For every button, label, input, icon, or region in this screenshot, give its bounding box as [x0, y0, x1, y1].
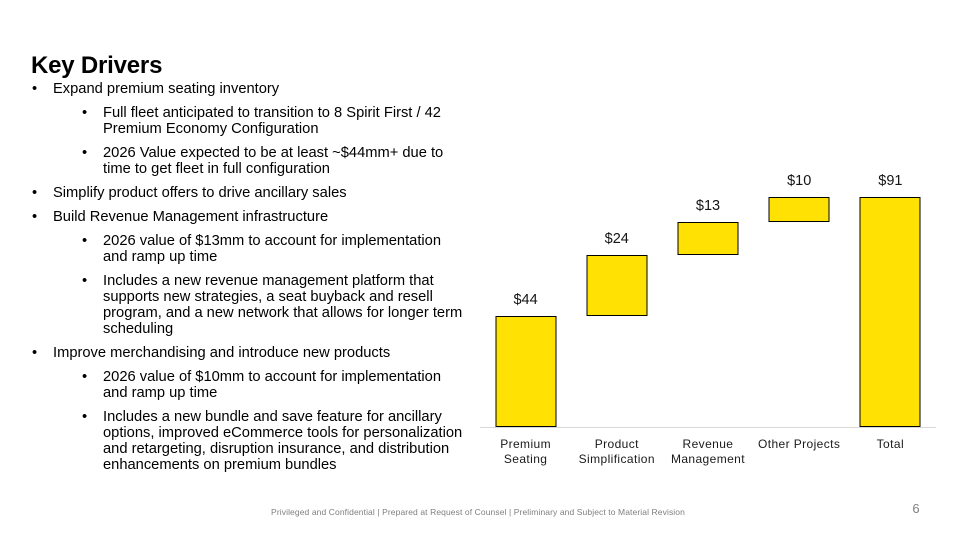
bullet-text: Full fleet anticipated to transition to … [103, 105, 441, 137]
bullet-marker: • [82, 273, 88, 289]
bullet-item: • 2026 Value expected to be at least ~$44… [82, 145, 468, 177]
chart-category-label: Other Projects [758, 437, 841, 451]
chart-baseline-axis [480, 427, 936, 428]
bullet-text: Simplify product offers to drive ancilla… [53, 185, 347, 201]
bullet-marker: • [32, 185, 38, 201]
bullet-item: • 2026 value of $10mm to account for impl… [82, 369, 468, 401]
bullet-text: 2026 value of $10mm to account for imple… [103, 369, 442, 401]
bullet-item: • Build Revenue Management infrastructure [32, 209, 468, 225]
chart-category-label: Revenue Management [670, 437, 745, 466]
bullet-text: 2026 value of $13mm to account for imple… [103, 233, 442, 265]
chart-bar-value-label: $10 [787, 173, 812, 190]
bullet-marker: • [82, 105, 88, 121]
bullet-marker: • [32, 345, 38, 361]
bullet-marker: • [82, 233, 88, 249]
chart-column-premium-seating: $44 [480, 177, 571, 427]
chart-category-label: Premium Seating [500, 437, 551, 466]
chart-bar-total [859, 197, 921, 427]
bullet-text: Improve merchandising and introduce new … [53, 345, 391, 361]
chart-column-product-simplification: $24 [571, 177, 662, 427]
chart-plot-area: $44 $24 $13 $10 $91 [480, 173, 936, 427]
page-number: 6 [912, 501, 920, 516]
bullet-item: • Expand premium seating inventory [32, 81, 468, 97]
chart-category-label: Product Simplification [578, 437, 655, 466]
bullet-marker: • [82, 145, 88, 161]
bullet-list: • Expand premium seating inventory • Full f… [32, 81, 468, 481]
chart-category-labels: Premium Seating Product Simplification Rev… [480, 437, 936, 467]
chart-column-total: $91 [845, 173, 936, 427]
footer-disclaimer: Privileged and Confidential | Prepared a… [271, 507, 685, 517]
bullet-item: • Includes a new revenue management platf… [82, 273, 468, 337]
bullet-text: Expand premium seating inventory [53, 81, 280, 97]
bullet-marker: • [32, 209, 38, 225]
bullet-marker: • [82, 409, 88, 425]
chart-bar-value-label: $13 [695, 198, 721, 215]
bullet-text: 2026 Value expected to be at least ~$44m… [103, 145, 444, 177]
bullet-item: • Simplify product offers to drive ancill… [32, 185, 468, 201]
bullet-item: • 2026 value of $13mm to account for impl… [82, 233, 468, 265]
bullet-item: • Improve merchandising and introduce new… [32, 345, 468, 361]
chart-bar-product-simplification [586, 255, 648, 316]
chart-column-other-projects: $10 [754, 173, 845, 427]
page-title: Key Drivers [31, 52, 163, 80]
chart-column-revenue-management: $13 [662, 177, 753, 427]
chart-bar-value-label: $24 [604, 231, 629, 248]
chart-category-label: Total [876, 437, 905, 451]
bullet-text: Includes a new bundle and save feature f… [103, 409, 463, 473]
bullet-item: • Full fleet anticipated to transition to… [82, 105, 468, 137]
bullet-marker: • [82, 369, 88, 385]
waterfall-chart: $44 $24 $13 $10 $91 Premium Seating Product S… [480, 173, 936, 467]
bullet-text: Includes a new revenue management platfo… [103, 273, 463, 337]
bullet-marker: • [32, 81, 38, 97]
chart-bar-value-label: $91 [878, 173, 903, 190]
chart-bar-premium-seating [495, 315, 557, 427]
bullet-text: Build Revenue Management infrastructure [53, 209, 329, 225]
chart-bar-revenue-management [677, 222, 739, 256]
chart-bar-value-label: $44 [513, 291, 538, 308]
chart-bar-other-projects [768, 197, 830, 223]
bullet-item: • Includes a new bundle and save feature … [82, 409, 468, 473]
